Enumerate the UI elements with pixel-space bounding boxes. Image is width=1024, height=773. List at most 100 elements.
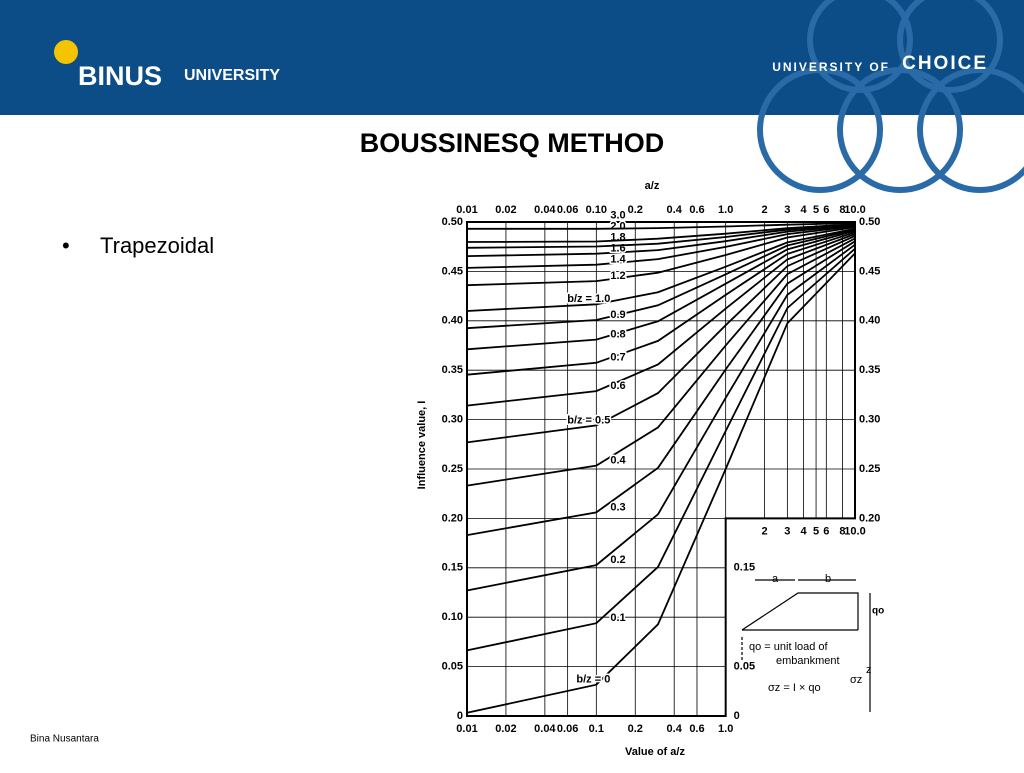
y-tick-label: 0.05 [442, 661, 463, 673]
y-tick-label: 0.20 [442, 512, 463, 524]
y-tick-label: 0.45 [442, 265, 463, 277]
logo-suffix: UNIVERSITY [184, 67, 280, 84]
curve [466, 237, 856, 487]
curve-label: 3.0 [610, 210, 625, 222]
curve [466, 225, 856, 269]
y-right-tick-label: 0.05 [734, 661, 755, 673]
y-tick-label: 0.50 [442, 216, 463, 228]
x-tick-label: 10.0 [844, 525, 865, 537]
bullet: Trapezoidal [100, 233, 214, 258]
y-right-tick-label: 0.50 [859, 216, 880, 228]
x-tick-label: 0.06 [557, 204, 578, 216]
curve-label: b/z = 1.0 [567, 293, 610, 305]
curve-label: 0.4 [610, 455, 626, 467]
curve-label: 0.9 [610, 309, 625, 321]
curve [466, 248, 856, 652]
x-tick-label: 1.0 [718, 204, 733, 216]
curve-label: 1.4 [610, 254, 626, 266]
y-right-tick-label: 0.45 [859, 265, 880, 277]
curve-label: b/z = 0 [576, 674, 610, 686]
x-tick-label: 0.6 [689, 204, 704, 216]
inset-formula: σz = I × qo [768, 682, 821, 694]
inset-load-1: qo = unit load of [749, 641, 829, 653]
y-tick-label: 0.15 [442, 562, 463, 574]
y-axis-label: Influence value, I [416, 401, 428, 490]
x-tick-label: 6 [823, 204, 829, 216]
curve [466, 229, 856, 351]
x-tick-label: 8 [839, 204, 845, 216]
curve [466, 233, 856, 407]
curve [466, 240, 856, 536]
curve [466, 223, 856, 249]
curve-label: 2.0 [610, 221, 625, 233]
curve-label: 0.8 [610, 328, 625, 340]
x-tick-label: 2 [762, 204, 768, 216]
x-tick-label: 0.06 [557, 723, 578, 735]
x-tick-label: 0.01 [456, 204, 477, 216]
curve [466, 223, 856, 243]
inset-b: b [825, 573, 831, 585]
curve [466, 227, 856, 312]
curve-label: 1.8 [610, 232, 625, 244]
y-tick-label: 0.35 [442, 364, 463, 376]
curve [466, 231, 856, 376]
y-tick-label: 0.30 [442, 414, 463, 426]
x-tick-label: 0.10 [586, 204, 607, 216]
inset-a: a [772, 573, 779, 585]
logo-mark [54, 40, 78, 64]
tagline-prefix: UNIVERSITY OF [772, 60, 890, 74]
curve-label: b/z = 0.5 [567, 414, 610, 426]
curve-label: 0.1 [610, 612, 625, 624]
curve-label: 0.6 [610, 380, 625, 392]
footer: Bina Nusantara [30, 734, 99, 745]
curve-label: 0.3 [610, 501, 625, 513]
y-right-tick-label: 0.25 [859, 463, 880, 475]
x-tick-label: 4 [800, 525, 807, 537]
x-tick-label: 5 [813, 204, 819, 216]
x-tick-label: 0.6 [689, 723, 704, 735]
curve [466, 235, 856, 444]
curve [466, 243, 856, 592]
x-tick-label: 0.02 [495, 723, 516, 735]
y-right-tick-label: 0.30 [859, 414, 880, 426]
x-axis-label: Value of a/z [625, 746, 685, 758]
x-tick-label: 10.0 [844, 204, 865, 216]
x-tick-label: 0.04 [534, 204, 556, 216]
y-tick-label: 0.25 [442, 463, 463, 475]
y-tick-label: 0.10 [442, 611, 463, 623]
logo-name: BINUS [78, 61, 162, 91]
inset-q: qo [872, 606, 884, 617]
x-tick-label: 1.0 [718, 723, 733, 735]
curve-label: 1.2 [610, 270, 625, 282]
inset-load-2: embankment [776, 655, 840, 667]
x-tick-label: 0.04 [534, 723, 556, 735]
curve [466, 224, 856, 257]
x-top-label: a/z [645, 180, 660, 192]
x-tick-label: 5 [813, 525, 819, 537]
tagline: CHOICE [902, 53, 988, 74]
x-tick-label: 0.02 [495, 204, 516, 216]
y-tick-label: 0 [457, 710, 463, 722]
x-tick-label: 3 [784, 204, 790, 216]
x-tick-label: 0.01 [456, 723, 477, 735]
y-tick-label: 0.40 [442, 315, 463, 327]
y-right-tick-label: 0.35 [859, 364, 880, 376]
inset-sigma: σz [850, 674, 862, 686]
x-tick-label: 3 [784, 525, 790, 537]
y-right-tick-label: 0.20 [859, 512, 880, 524]
x-tick-label: 8 [839, 525, 845, 537]
curve [466, 228, 856, 330]
curve [467, 222, 856, 230]
inset-z: z [866, 664, 872, 676]
slide-title: BOUSSINESQ METHOD [360, 128, 665, 158]
x-tick-label: 6 [823, 525, 829, 537]
inset-diagram [741, 579, 871, 712]
x-tick-label: 0.1 [589, 723, 604, 735]
y-right-tick-label: 0 [734, 710, 740, 722]
x-tick-label: 0.4 [667, 204, 683, 216]
y-right-tick-label: 0.15 [734, 562, 755, 574]
bullet-dot: • [62, 233, 70, 258]
y-right-tick-label: 0.40 [859, 315, 880, 327]
